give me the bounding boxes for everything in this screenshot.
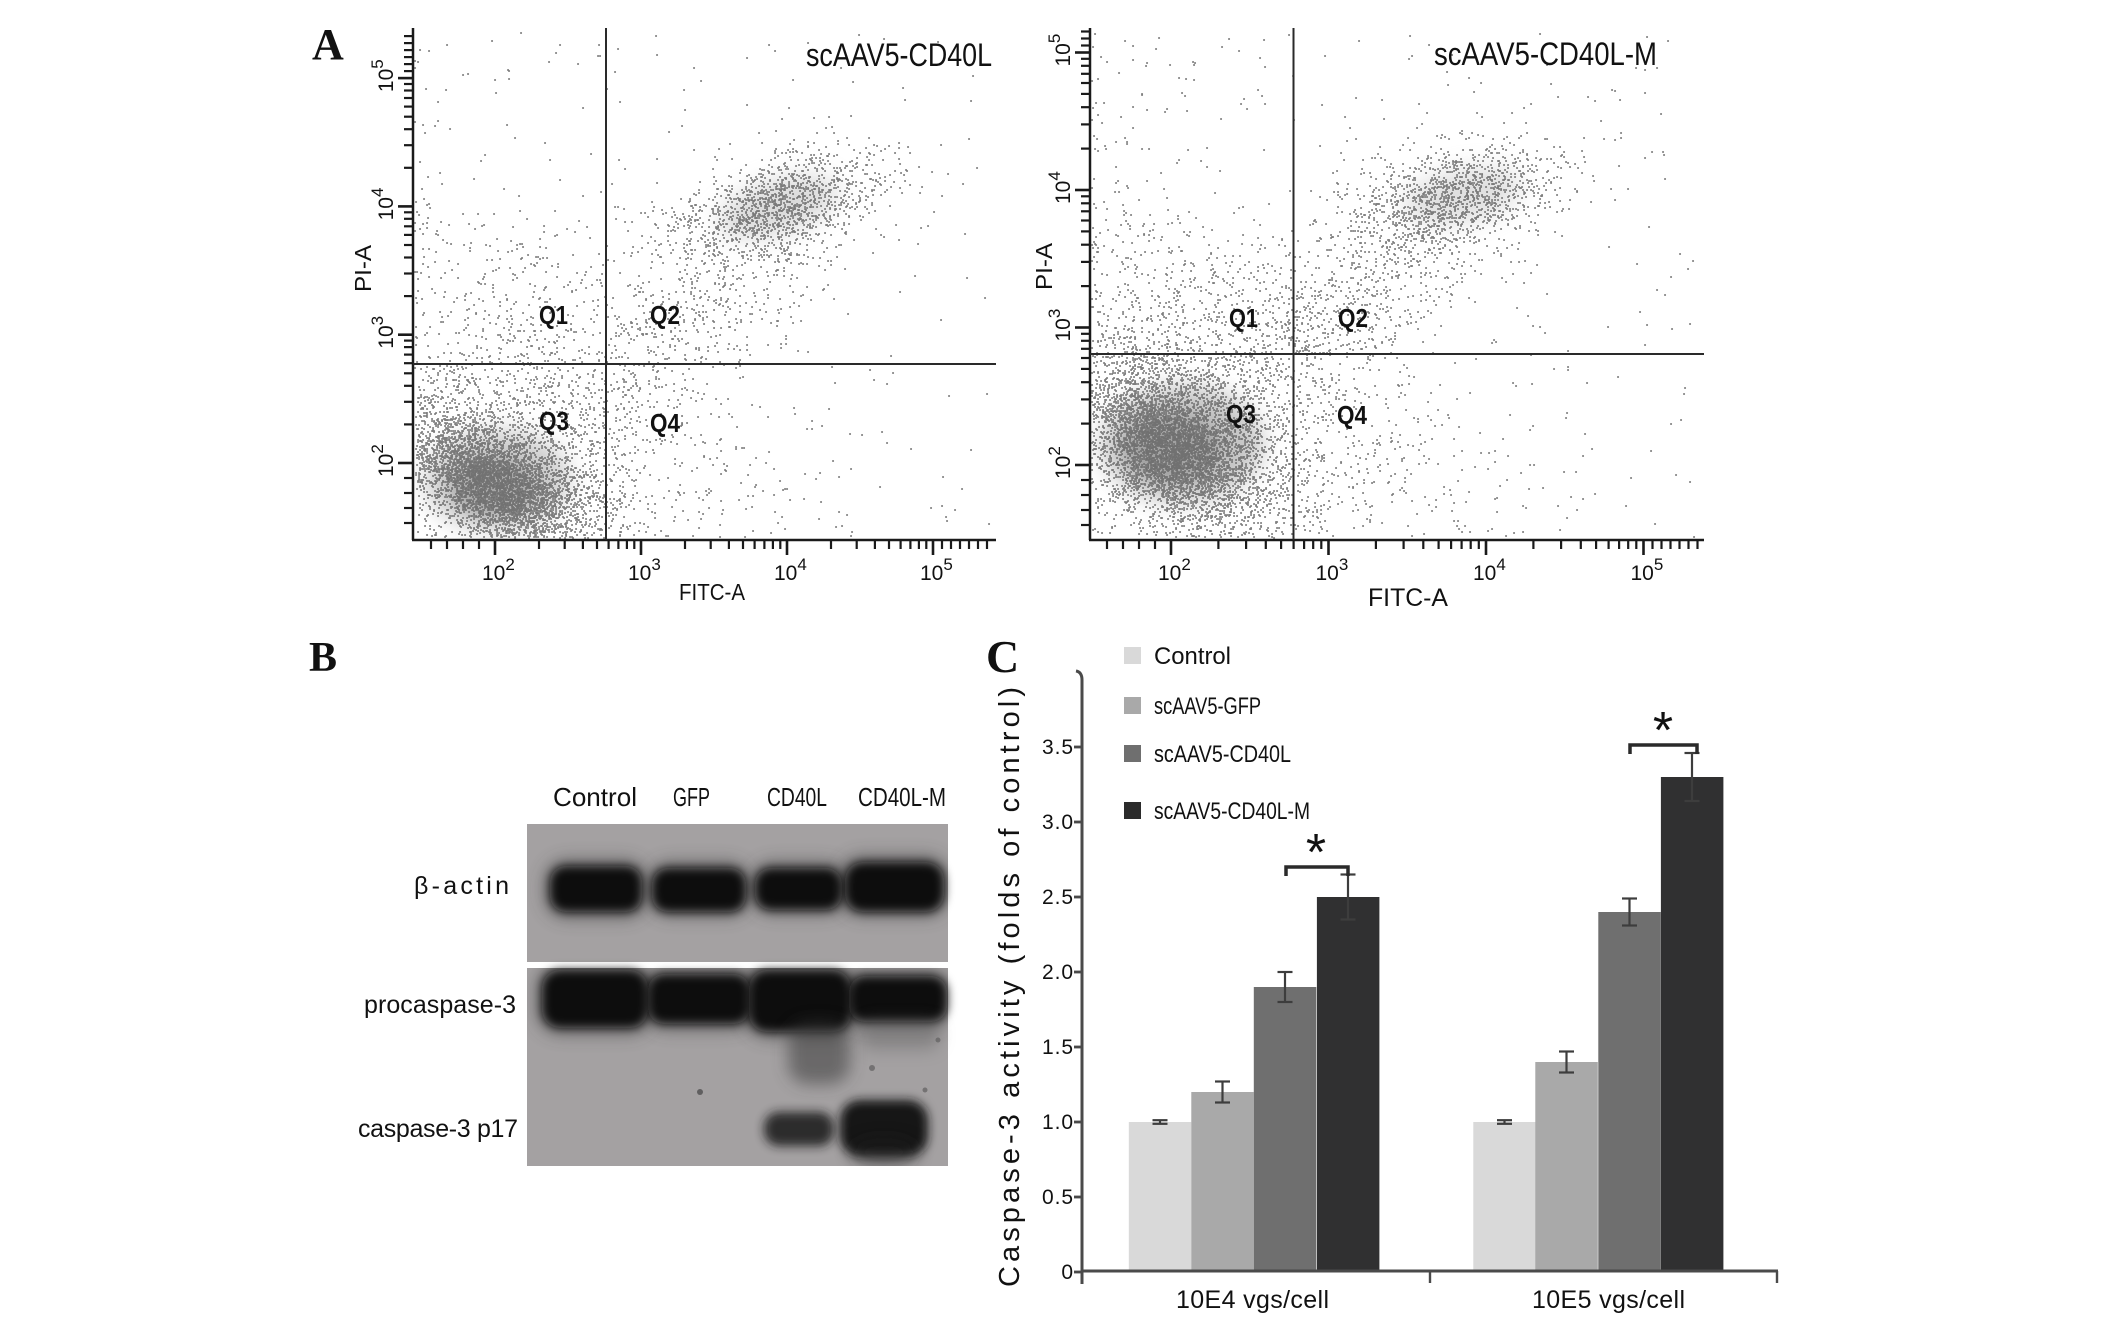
- svg-text:scAAV5-CD40L-M: scAAV5-CD40L-M: [1154, 798, 1310, 825]
- svg-text:Q3: Q3: [539, 406, 569, 436]
- svg-text:C: C: [986, 631, 1019, 682]
- svg-text:PI-A: PI-A: [350, 244, 376, 292]
- svg-text:1.0: 1.0: [1042, 1111, 1073, 1134]
- svg-text:*: *: [1306, 824, 1326, 882]
- svg-text:10E5 vgs/cell: 10E5 vgs/cell: [1532, 1286, 1685, 1314]
- svg-text:10E4 vgs/cell: 10E4 vgs/cell: [1176, 1286, 1329, 1314]
- svg-text:Control: Control: [1154, 643, 1231, 670]
- svg-text:FITC-A: FITC-A: [1368, 584, 1448, 612]
- svg-text:3.5: 3.5: [1042, 736, 1073, 759]
- svg-text:Q2: Q2: [1338, 303, 1368, 333]
- svg-text:CD40L-M: CD40L-M: [858, 782, 946, 812]
- svg-text:2.5: 2.5: [1042, 886, 1073, 909]
- svg-text:Q2: Q2: [650, 300, 680, 330]
- svg-text:2.0: 2.0: [1042, 961, 1073, 984]
- svg-text:scAAV5-CD40L: scAAV5-CD40L: [1154, 741, 1291, 768]
- svg-text:Q1: Q1: [1229, 303, 1258, 333]
- svg-text:PI-A: PI-A: [1031, 242, 1057, 290]
- svg-text:FITC-A: FITC-A: [679, 579, 746, 605]
- svg-text:procaspase-3: procaspase-3: [364, 991, 516, 1019]
- svg-text:Q3: Q3: [1226, 399, 1256, 429]
- svg-text:scAAV5-CD40L-M: scAAV5-CD40L-M: [1434, 36, 1657, 72]
- svg-text:scAAV5-GFP: scAAV5-GFP: [1154, 693, 1261, 720]
- svg-text:3.0: 3.0: [1042, 811, 1073, 834]
- svg-text:*: *: [1653, 702, 1673, 760]
- svg-text:Control: Control: [553, 782, 637, 812]
- svg-text:0.5: 0.5: [1042, 1186, 1073, 1209]
- svg-text:Q4: Q4: [650, 408, 680, 438]
- svg-text:CD40L: CD40L: [767, 782, 827, 812]
- svg-text:Q1: Q1: [539, 300, 568, 330]
- svg-text:caspase-3 p17: caspase-3 p17: [358, 1115, 518, 1143]
- svg-text:1.5: 1.5: [1042, 1036, 1073, 1059]
- svg-text:scAAV5-CD40L: scAAV5-CD40L: [806, 37, 992, 73]
- svg-text:GFP: GFP: [673, 782, 710, 812]
- svg-text:0: 0: [1061, 1261, 1073, 1284]
- svg-text:A: A: [312, 20, 344, 69]
- svg-text:β-actin: β-actin: [414, 872, 509, 900]
- svg-text:Q4: Q4: [1337, 400, 1367, 430]
- svg-text:Caspase-3 activity (folds of c: Caspase-3 activity (folds of control): [994, 687, 1026, 1287]
- svg-text:B: B: [309, 635, 337, 681]
